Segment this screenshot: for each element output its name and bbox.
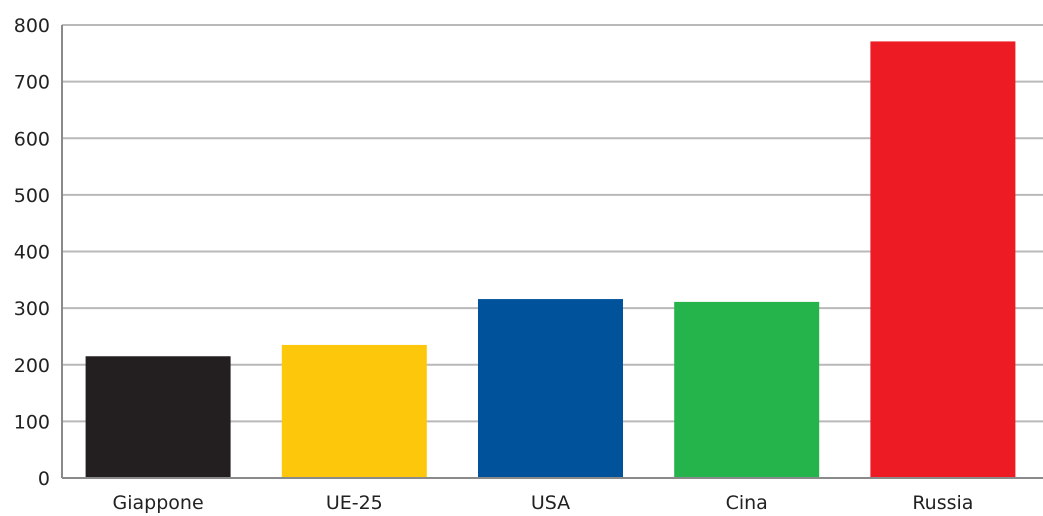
x-tick-label: Giappone xyxy=(113,492,204,514)
y-tick-label: 600 xyxy=(14,128,50,150)
bar-giappone xyxy=(85,356,231,478)
y-tick-label: 800 xyxy=(14,15,50,37)
y-tick-label: 700 xyxy=(14,72,50,94)
bar-usa xyxy=(478,299,623,478)
bar-ue-25 xyxy=(281,344,427,478)
y-tick-label: 100 xyxy=(14,411,50,433)
y-tick-label: 400 xyxy=(14,242,50,264)
y-tick-label: 300 xyxy=(14,298,50,320)
x-tick-label: UE-25 xyxy=(326,492,383,514)
y-tick-label: 500 xyxy=(14,185,50,207)
bar-russia xyxy=(870,41,1016,478)
labels: 0 100 200 300 400 500 600 700 800 Giappone UE-25 US… xyxy=(14,15,974,514)
y-tick-label: 200 xyxy=(14,355,50,377)
bars xyxy=(85,41,1016,478)
y-tick-label: 0 xyxy=(38,468,50,490)
x-tick-label: Cina xyxy=(726,492,768,514)
x-tick-label: Russia xyxy=(912,492,973,514)
axes xyxy=(61,25,1043,479)
x-tick-label: USA xyxy=(531,492,570,514)
bar-cina xyxy=(674,301,820,478)
